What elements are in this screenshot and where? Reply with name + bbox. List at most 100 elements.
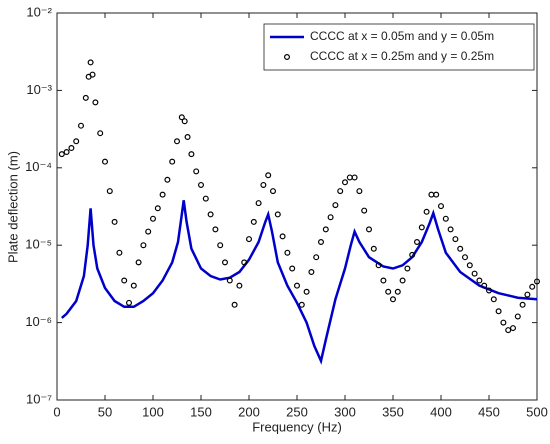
series-marker bbox=[101, 158, 108, 165]
series-marker bbox=[193, 168, 200, 175]
series-marker bbox=[121, 277, 128, 284]
series-marker bbox=[505, 327, 512, 334]
series-marker bbox=[500, 319, 507, 326]
series-marker bbox=[246, 236, 253, 243]
series-marker bbox=[217, 242, 224, 249]
series-marker bbox=[366, 226, 373, 233]
series-marker bbox=[337, 188, 344, 195]
series-marker bbox=[370, 245, 377, 252]
x-tick-label: 50 bbox=[98, 404, 112, 419]
x-tick-label: 250 bbox=[286, 404, 308, 419]
series-marker bbox=[63, 149, 70, 156]
series-marker bbox=[438, 203, 445, 210]
series-marker bbox=[260, 181, 267, 188]
series-marker bbox=[332, 202, 339, 209]
series-marker bbox=[255, 200, 262, 207]
series-marker bbox=[418, 224, 425, 231]
series-marker bbox=[202, 195, 209, 202]
series-marker bbox=[68, 145, 75, 152]
series-marker bbox=[313, 254, 320, 261]
series-marker bbox=[159, 191, 166, 198]
series-marker bbox=[481, 282, 488, 289]
series-marker bbox=[428, 191, 435, 198]
series-marker bbox=[106, 188, 113, 195]
series-marker bbox=[495, 308, 502, 315]
series-marker bbox=[533, 278, 540, 285]
x-tick-label: 100 bbox=[142, 404, 164, 419]
series-marker bbox=[510, 325, 517, 332]
x-tick-label: 300 bbox=[334, 404, 356, 419]
series-marker bbox=[342, 179, 349, 186]
series-marker bbox=[399, 277, 406, 284]
series-marker bbox=[92, 99, 99, 106]
series-marker bbox=[135, 259, 142, 266]
series-marker bbox=[346, 174, 353, 181]
series-marker bbox=[73, 138, 80, 145]
series-marker bbox=[490, 296, 497, 303]
x-tick-label: 200 bbox=[238, 404, 260, 419]
series-marker bbox=[145, 228, 152, 235]
series-marker bbox=[486, 287, 493, 294]
series-marker bbox=[111, 218, 118, 225]
series-marker bbox=[327, 214, 334, 221]
y-tick-label: 10⁻³ bbox=[26, 82, 52, 97]
series-marker bbox=[351, 174, 358, 181]
series-marker bbox=[58, 151, 65, 158]
series-marker bbox=[452, 236, 459, 243]
series-marker bbox=[226, 277, 233, 284]
legend-label: CCCC at x = 0.25m and y = 0.25m bbox=[310, 49, 494, 63]
series-marker bbox=[154, 205, 161, 212]
series-marker bbox=[303, 288, 310, 295]
series-marker bbox=[116, 249, 123, 256]
series-marker bbox=[82, 94, 89, 101]
series-marker bbox=[409, 251, 416, 258]
series-marker bbox=[270, 188, 277, 195]
series-marker bbox=[298, 301, 305, 308]
series-marker bbox=[150, 215, 157, 222]
series-marker bbox=[524, 291, 531, 298]
series-marker bbox=[97, 130, 104, 137]
y-tick-label: 10⁻⁶ bbox=[25, 314, 52, 329]
series-marker bbox=[265, 172, 272, 179]
series-marker bbox=[198, 181, 205, 188]
series-marker bbox=[174, 138, 181, 145]
series-marker bbox=[184, 133, 191, 140]
y-tick-label: 10⁻⁴ bbox=[25, 159, 52, 174]
series-marker bbox=[236, 282, 243, 289]
series-marker bbox=[130, 282, 137, 289]
x-tick-label: 400 bbox=[430, 404, 452, 419]
series-marker bbox=[241, 259, 248, 266]
x-tick-label: 450 bbox=[478, 404, 500, 419]
x-axis-label: Frequency (Hz) bbox=[252, 419, 342, 434]
series-marker bbox=[414, 238, 421, 245]
series-marker bbox=[125, 299, 132, 306]
series-marker bbox=[385, 288, 392, 295]
series-marker bbox=[529, 283, 536, 290]
series-marker bbox=[442, 215, 449, 222]
series-marker bbox=[322, 226, 329, 233]
series-marker bbox=[318, 238, 325, 245]
series-line bbox=[60, 200, 537, 365]
series-marker bbox=[294, 282, 301, 289]
series-marker bbox=[87, 59, 94, 66]
series-marker bbox=[274, 211, 281, 218]
series-marker bbox=[169, 158, 176, 165]
series-marker bbox=[284, 249, 291, 256]
x-tick-label: 500 bbox=[526, 404, 548, 419]
series-marker bbox=[361, 207, 368, 214]
series-marker bbox=[279, 233, 286, 240]
series-marker bbox=[356, 188, 363, 195]
series-marker bbox=[308, 269, 315, 276]
x-tick-label: 0 bbox=[53, 404, 60, 419]
x-tick-label: 350 bbox=[382, 404, 404, 419]
series-marker bbox=[394, 288, 401, 295]
plot-frame bbox=[56, 12, 538, 401]
series-marker bbox=[433, 191, 440, 198]
series-marker bbox=[466, 262, 473, 269]
series-marker bbox=[164, 176, 171, 183]
series-marker bbox=[212, 226, 219, 233]
series-marker bbox=[404, 265, 411, 272]
series-marker bbox=[390, 296, 397, 303]
series-marker bbox=[447, 226, 454, 233]
